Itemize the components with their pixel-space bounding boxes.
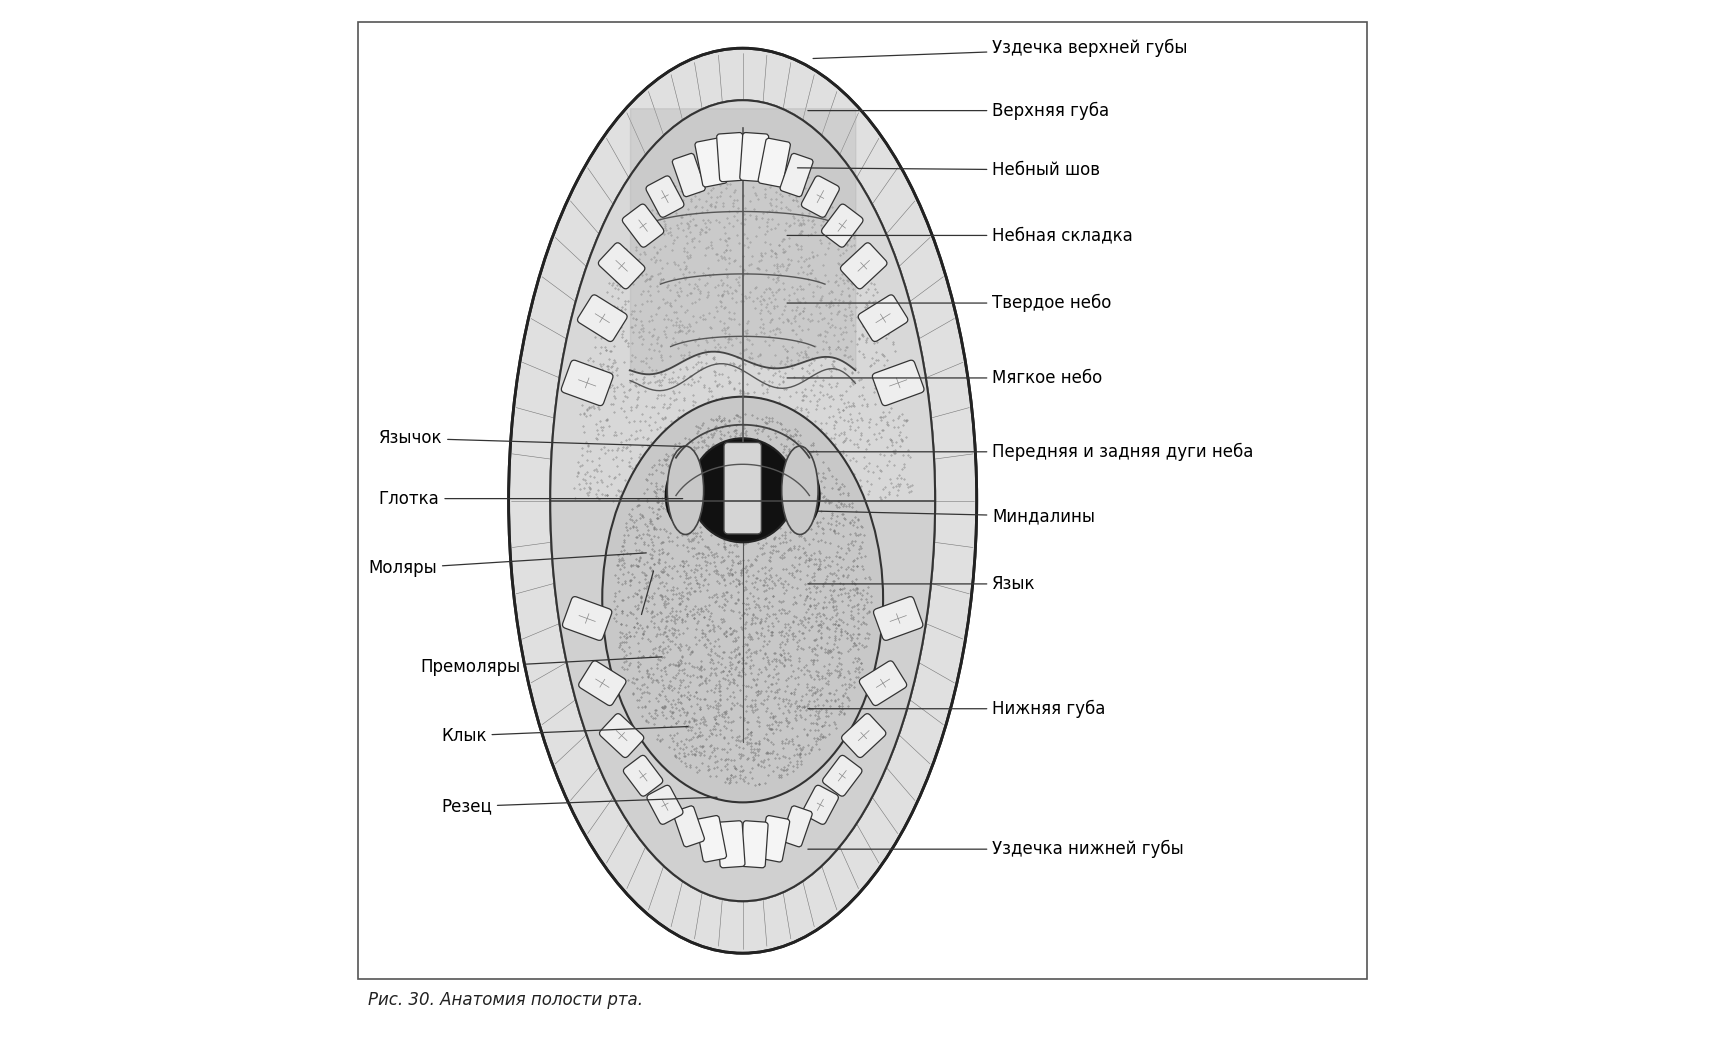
FancyBboxPatch shape — [781, 806, 812, 847]
FancyBboxPatch shape — [723, 442, 762, 534]
Ellipse shape — [782, 446, 819, 534]
FancyBboxPatch shape — [623, 204, 665, 247]
Ellipse shape — [691, 438, 795, 542]
FancyBboxPatch shape — [841, 713, 887, 757]
Ellipse shape — [550, 100, 935, 901]
Text: Глотка: Глотка — [378, 489, 682, 508]
Text: Рис. 30. Анатомия полости рта.: Рис. 30. Анатомия полости рта. — [368, 991, 644, 1009]
FancyBboxPatch shape — [562, 597, 612, 640]
Polygon shape — [550, 501, 935, 901]
Text: Твердое небо: Твердое небо — [788, 294, 1112, 312]
Text: Небная складка: Небная складка — [788, 226, 1133, 244]
FancyBboxPatch shape — [578, 295, 626, 341]
FancyBboxPatch shape — [623, 755, 663, 796]
Text: Язычок: Язычок — [378, 430, 685, 447]
Ellipse shape — [665, 462, 706, 529]
FancyBboxPatch shape — [802, 176, 840, 217]
Text: Передняя и задняя дуги неба: Передняя и задняя дуги неба — [809, 442, 1254, 461]
Ellipse shape — [602, 396, 883, 802]
Text: Клык: Клык — [441, 727, 687, 745]
FancyBboxPatch shape — [717, 132, 746, 181]
FancyBboxPatch shape — [802, 785, 838, 824]
FancyBboxPatch shape — [840, 243, 887, 289]
FancyBboxPatch shape — [717, 821, 744, 868]
FancyBboxPatch shape — [645, 176, 684, 217]
Text: Премоляры: Премоляры — [420, 657, 661, 676]
FancyBboxPatch shape — [822, 755, 862, 796]
Text: Миндалины: Миндалины — [819, 507, 1095, 526]
Text: Язык: Язык — [809, 575, 1036, 592]
FancyBboxPatch shape — [671, 153, 706, 197]
Text: Уздечка верхней губы: Уздечка верхней губы — [814, 39, 1188, 58]
FancyBboxPatch shape — [781, 153, 814, 197]
FancyBboxPatch shape — [696, 816, 727, 862]
FancyBboxPatch shape — [673, 806, 704, 847]
FancyBboxPatch shape — [822, 204, 862, 247]
FancyBboxPatch shape — [696, 139, 727, 187]
FancyBboxPatch shape — [873, 597, 923, 640]
FancyBboxPatch shape — [599, 243, 645, 289]
FancyBboxPatch shape — [647, 785, 684, 824]
Text: Нижняя губа: Нижняя губа — [809, 700, 1105, 718]
FancyBboxPatch shape — [873, 360, 925, 406]
Polygon shape — [550, 100, 935, 501]
FancyBboxPatch shape — [758, 816, 789, 862]
FancyBboxPatch shape — [859, 661, 907, 705]
Text: Мягкое небо: Мягкое небо — [788, 369, 1102, 387]
FancyBboxPatch shape — [357, 22, 1367, 979]
FancyBboxPatch shape — [741, 821, 769, 868]
Ellipse shape — [779, 462, 821, 529]
FancyBboxPatch shape — [600, 713, 644, 757]
FancyBboxPatch shape — [579, 661, 626, 705]
Text: Резец: Резец — [441, 797, 717, 816]
Text: Моляры: Моляры — [368, 553, 645, 578]
Text: Небный шов: Небный шов — [798, 161, 1100, 179]
FancyBboxPatch shape — [739, 132, 769, 181]
FancyBboxPatch shape — [562, 360, 612, 406]
FancyBboxPatch shape — [758, 139, 791, 187]
Text: Уздечка нижней губы: Уздечка нижней губы — [809, 840, 1183, 858]
FancyBboxPatch shape — [859, 295, 907, 341]
Ellipse shape — [508, 48, 977, 953]
Text: Верхняя губа: Верхняя губа — [809, 101, 1109, 120]
Ellipse shape — [668, 446, 704, 534]
